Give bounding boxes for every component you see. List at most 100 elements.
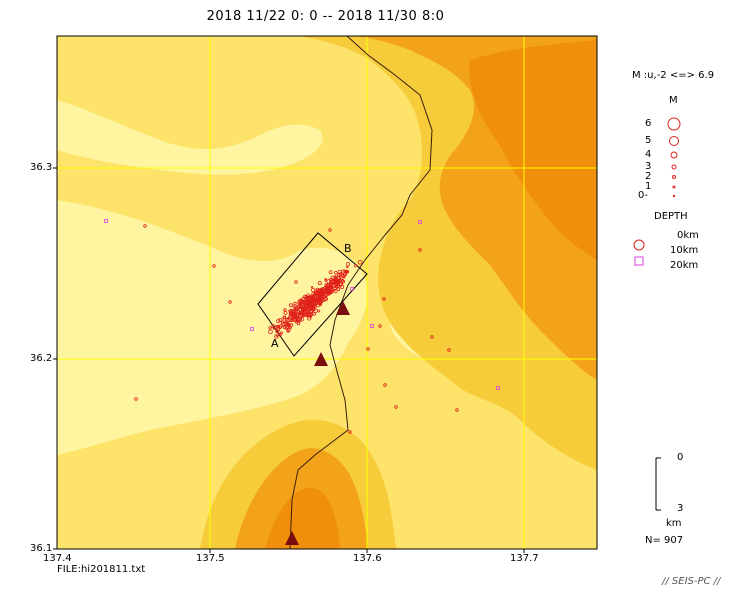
- event-marker: [313, 289, 317, 293]
- magnitude-range: M :u,-2 <=> 6.9: [632, 70, 715, 81]
- event-marker: [287, 316, 290, 320]
- event-marker: [366, 347, 370, 351]
- event-marker: [336, 287, 341, 292]
- event-marker: [321, 290, 325, 294]
- event-marker: [496, 386, 500, 390]
- event-marker: [447, 348, 451, 352]
- event-marker: [328, 228, 332, 232]
- profile-label-b: B: [344, 242, 352, 255]
- event-marker: [303, 299, 306, 303]
- event-marker: [354, 264, 358, 268]
- credit-label: // SEIS-PC //: [662, 576, 721, 587]
- terrain-lowland: [57, 100, 323, 175]
- event-marker: [294, 280, 298, 284]
- event-marker: [314, 301, 319, 306]
- event-marker: [312, 298, 316, 302]
- event-marker: [340, 279, 344, 283]
- event-marker: [282, 315, 287, 320]
- scale-top-label: 0: [677, 452, 684, 463]
- event-marker: [345, 269, 350, 274]
- event-marker: [340, 284, 345, 289]
- event-marker: [276, 325, 281, 329]
- event-marker: [319, 289, 325, 294]
- event-marker: [312, 311, 317, 316]
- scale-unit: km: [666, 518, 682, 529]
- event-marker: [314, 293, 318, 297]
- magnitude-level: 2: [645, 171, 652, 182]
- magnitude-level: 4: [645, 149, 652, 160]
- event-marker: [274, 334, 279, 339]
- event-marker: [348, 430, 352, 434]
- lat-tick-label: 36.2: [30, 353, 53, 364]
- terrain-ridge: [418, 298, 467, 352]
- event-marker: [303, 306, 308, 311]
- event-marker: [297, 311, 301, 315]
- depth-title: DEPTH: [654, 211, 688, 222]
- event-marker: [323, 285, 329, 291]
- event-marker: [455, 408, 459, 412]
- magnitude-level: 0-: [638, 190, 648, 201]
- event-marker: [300, 312, 306, 318]
- scale-bottom-label: 3: [677, 503, 684, 514]
- event-marker: [334, 270, 338, 275]
- event-marker: [282, 325, 287, 330]
- event-marker: [228, 300, 232, 304]
- event-marker: [334, 284, 338, 288]
- event-marker: [308, 305, 313, 310]
- event-marker: [394, 405, 398, 409]
- event-marker: [328, 290, 333, 295]
- event-marker: [250, 327, 254, 331]
- magnitude-legend: [667, 117, 681, 198]
- event-marker: [329, 282, 333, 286]
- event-marker: [302, 294, 308, 300]
- event-marker: [319, 296, 324, 301]
- volcano-marker: [336, 301, 350, 315]
- magnitude-level: 3: [645, 161, 652, 172]
- event-marker: [272, 325, 277, 330]
- depth-legend: [633, 239, 645, 266]
- event-marker: [288, 303, 293, 308]
- profile-box: [257, 232, 368, 357]
- event-marker: [317, 300, 322, 305]
- event-marker: [297, 300, 302, 305]
- magnitude-level: 1: [645, 181, 652, 192]
- event-marker: [323, 296, 328, 302]
- event-marker: [298, 298, 303, 304]
- event-marker: [278, 332, 282, 337]
- event-marker: [134, 397, 138, 401]
- grid-lines: [57, 36, 597, 549]
- event-marker: [312, 301, 318, 306]
- tectonic-line: [289, 35, 433, 550]
- event-marker: [330, 287, 333, 290]
- event-marker: [337, 280, 341, 284]
- event-marker: [304, 309, 310, 315]
- event-marker: [288, 309, 292, 313]
- event-marker: [293, 301, 297, 306]
- lon-tick-label: 137.5: [196, 553, 225, 564]
- event-marker: [383, 383, 387, 387]
- profile-label-a: A: [271, 337, 279, 350]
- event-marker: [346, 265, 349, 269]
- event-marker: [143, 224, 147, 228]
- event-marker: [305, 298, 309, 303]
- magnitude-level: 5: [645, 135, 652, 146]
- terrain-south-peak: [265, 488, 340, 549]
- event-marker: [289, 326, 292, 330]
- event-marker: [378, 324, 382, 328]
- volcano-marker: [285, 531, 299, 545]
- event-marker: [311, 292, 316, 297]
- file-label: FILE:hi201811.txt: [57, 564, 146, 575]
- event-marker: [104, 219, 108, 223]
- event-marker: [317, 295, 321, 298]
- scale-bar: [655, 457, 661, 511]
- lon-tick-label: 137.6: [353, 553, 382, 564]
- event-marker: [418, 220, 422, 224]
- event-marker: [212, 264, 216, 268]
- event-marker: [370, 324, 374, 328]
- event-marker: [326, 279, 332, 284]
- event-marker: [418, 248, 422, 252]
- event-marker: [275, 329, 279, 333]
- volcano-markers: [285, 301, 350, 545]
- event-marker: [294, 305, 300, 311]
